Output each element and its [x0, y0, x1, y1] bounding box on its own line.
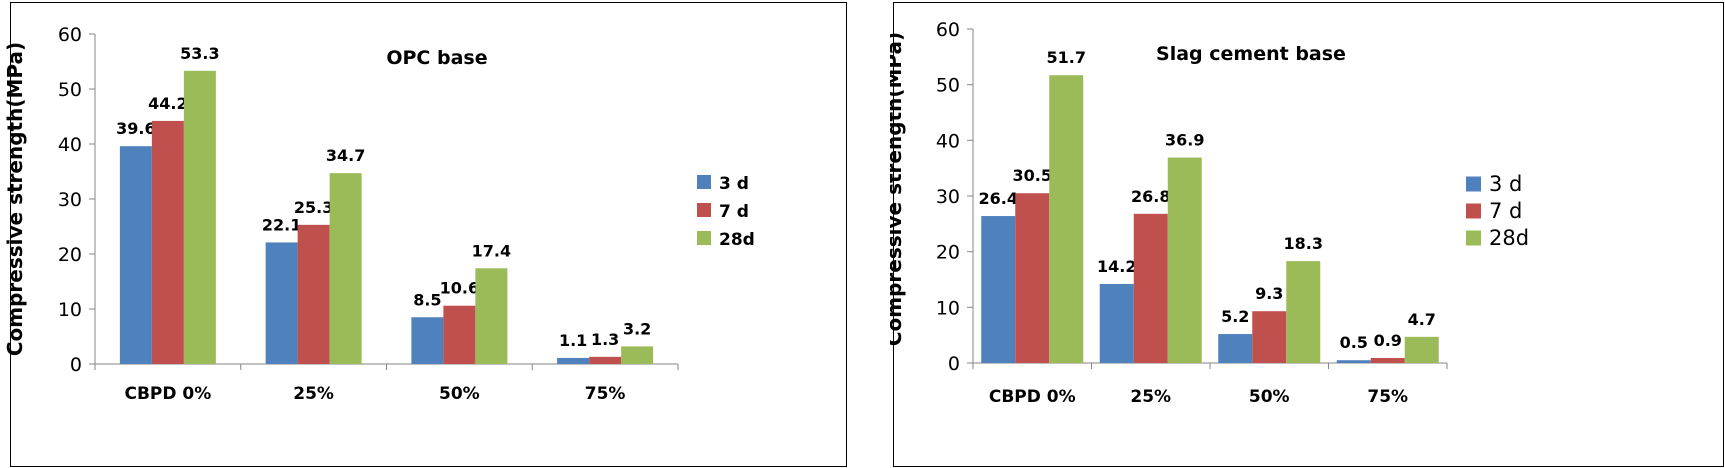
y-tick-label: 30 — [936, 186, 960, 208]
bar — [1370, 357, 1405, 363]
legend-swatch — [1466, 230, 1481, 246]
bar — [1404, 336, 1439, 363]
legend-swatch — [697, 175, 711, 189]
y-tick-label: 20 — [58, 244, 82, 266]
legend-label: 3 d — [1489, 172, 1522, 196]
bar — [265, 242, 298, 364]
bar — [151, 120, 184, 365]
data-label: 4.7 — [1408, 310, 1436, 329]
chart-slag-cement-base: 0 10 20 30 40 50 60 CBPD 0% 25% 50% 75% 26.4 14.2 5.2… — [890, 0, 1725, 468]
x-category-label: CBPD 0% — [989, 387, 1076, 407]
data-label: 0.5 — [1340, 333, 1368, 352]
bar — [411, 317, 444, 364]
x-category-label: 50% — [1249, 387, 1290, 407]
bar — [1049, 75, 1084, 363]
x-category-label: 75% — [585, 384, 626, 404]
bar — [443, 305, 476, 364]
bar — [1015, 193, 1050, 363]
y-tick-label: 10 — [58, 299, 82, 321]
data-label: 17.4 — [472, 241, 511, 260]
legend-label: 28d — [1489, 226, 1529, 250]
bar — [1336, 360, 1371, 363]
bar — [183, 70, 216, 364]
data-label: 3.2 — [623, 319, 651, 338]
y-tick-label: 20 — [936, 242, 960, 264]
bar — [1133, 213, 1168, 363]
x-category-label: 25% — [1130, 387, 1171, 407]
x-category-label: 75% — [1367, 387, 1408, 407]
data-label: 26.8 — [1131, 187, 1170, 206]
data-label: 51.7 — [1047, 48, 1086, 67]
bar — [119, 146, 152, 364]
data-label: 18.3 — [1284, 234, 1323, 253]
legend-swatch — [697, 203, 711, 217]
data-label: 34.7 — [326, 146, 365, 165]
legend-label: 7 d — [719, 202, 749, 222]
y-tick-label: 0 — [70, 354, 82, 376]
x-category-label: 25% — [293, 384, 334, 404]
y-tick-label: 50 — [58, 79, 82, 101]
data-label: 10.6 — [440, 279, 479, 298]
bar — [1286, 261, 1321, 363]
bar — [1099, 283, 1134, 363]
chart-opc-base: 0 10 20 30 40 50 60 CBPD 0% 25% 50% 75% 39.6 22.1 8.5… — [0, 0, 850, 468]
data-label: 44.2 — [148, 94, 187, 113]
y-tick-label: 10 — [936, 297, 960, 319]
legend-swatch — [1466, 176, 1481, 192]
data-label: 0.9 — [1374, 331, 1402, 350]
chart-title: Slag cement base — [1156, 43, 1346, 65]
data-label: 9.3 — [1255, 284, 1283, 303]
data-label: 30.5 — [1013, 166, 1052, 185]
x-category-label: 50% — [439, 384, 480, 404]
y-axis-title: Compressive strength(MPa) — [3, 42, 27, 356]
chart-slag-cement-base-svg: 0 10 20 30 40 50 60 CBPD 0% 25% 50% 75% 26.4 14.2 5.2… — [890, 2, 1724, 467]
bar — [1167, 157, 1202, 363]
data-label: 53.3 — [180, 44, 219, 63]
bar — [621, 346, 654, 364]
y-tick-label: 40 — [936, 130, 960, 152]
data-label: 22.1 — [262, 215, 301, 234]
bar — [589, 356, 622, 364]
data-label: 14.2 — [1097, 257, 1136, 276]
bar — [981, 216, 1016, 363]
y-axis-title: Compressive strength(MPa) — [890, 32, 906, 346]
x-category-label: CBPD 0% — [124, 384, 211, 404]
bar — [557, 357, 590, 364]
data-label: 36.9 — [1165, 131, 1204, 150]
legend-label: 3 d — [719, 174, 749, 194]
legend-swatch — [1466, 203, 1481, 219]
data-label: 39.6 — [116, 119, 155, 138]
legend-swatch — [697, 231, 711, 245]
bar — [1218, 334, 1253, 363]
bar — [475, 268, 508, 364]
legend-label: 28d — [719, 230, 755, 250]
data-label: 1.1 — [559, 331, 587, 350]
y-tick-label: 60 — [58, 24, 82, 46]
data-label: 26.4 — [979, 189, 1018, 208]
y-tick-label: 50 — [936, 75, 960, 97]
data-label: 25.3 — [294, 198, 333, 217]
legend-label: 7 d — [1489, 199, 1522, 223]
y-tick-label: 40 — [58, 134, 82, 156]
data-label: 5.2 — [1221, 307, 1249, 326]
bar — [297, 224, 330, 364]
data-label: 8.5 — [413, 290, 441, 309]
bar — [1252, 311, 1287, 363]
chart-opc-base-svg: 0 10 20 30 40 50 60 CBPD 0% 25% 50% 75% 39.6 22.1 8.5… — [3, 2, 847, 467]
y-tick-label: 60 — [936, 19, 960, 41]
y-tick-label: 30 — [58, 189, 82, 211]
data-label: 1.3 — [591, 330, 619, 349]
chart-title: OPC base — [386, 47, 487, 69]
bar — [329, 173, 362, 364]
y-tick-label: 0 — [948, 353, 960, 375]
